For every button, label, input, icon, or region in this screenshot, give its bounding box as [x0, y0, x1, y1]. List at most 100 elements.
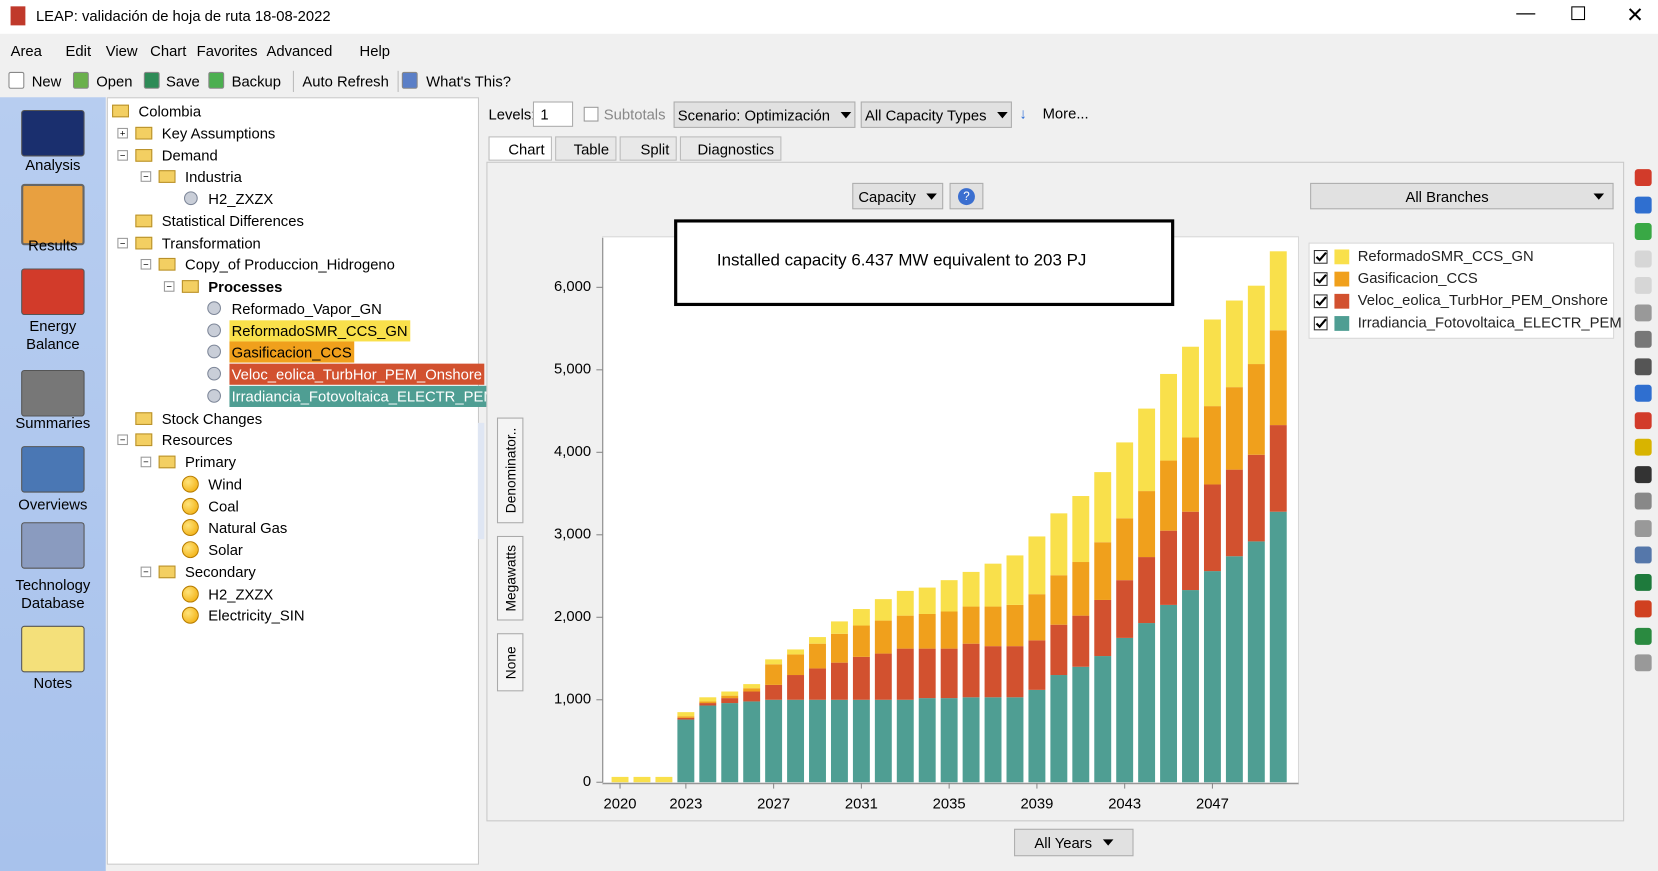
- sidebar-label[interactable]: Technology Database: [15, 576, 91, 612]
- side-tab[interactable]: Denominator..: [496, 417, 524, 524]
- tool-icon[interactable]: [1634, 573, 1652, 591]
- tree-node[interactable]: Processes: [208, 278, 283, 295]
- sidebar-icon[interactable]: [21, 446, 85, 493]
- minimize[interactable]: —: [1516, 2, 1536, 24]
- sidebar-icon[interactable]: [21, 625, 85, 673]
- toolbar-button[interactable]: Open: [96, 72, 133, 90]
- tree-node[interactable]: Electricity_SIN: [208, 607, 305, 624]
- subtotals-checkbox[interactable]: [583, 106, 599, 122]
- tree-node[interactable]: Copy_of Produccion_Hidrogeno: [185, 256, 395, 273]
- expander[interactable]: −: [140, 566, 152, 577]
- tool-icon[interactable]: [1634, 438, 1652, 456]
- tab[interactable]: Table: [555, 136, 617, 161]
- toolbar-button[interactable]: New: [31, 72, 62, 90]
- branches-dropdown[interactable]: All Branches: [1310, 182, 1614, 210]
- expander[interactable]: +: [117, 127, 128, 139]
- tool-icon[interactable]: [1634, 223, 1652, 240]
- tree-node[interactable]: H2_ZXZX: [208, 190, 274, 208]
- sidebar-icon[interactable]: [21, 183, 85, 246]
- tool-icon[interactable]: [1634, 169, 1652, 187]
- menu-item[interactable]: Chart: [150, 42, 187, 60]
- expander[interactable]: −: [117, 237, 128, 248]
- tree-node[interactable]: Irradiancia_Fotovoltaica_ELECTR_PEM: [229, 385, 498, 407]
- scenario-dropdown[interactable]: Scenario: Optimización: [673, 101, 856, 128]
- close[interactable]: ✕: [1626, 4, 1645, 28]
- side-tab[interactable]: None: [496, 633, 524, 692]
- expander[interactable]: −: [140, 259, 152, 270]
- tool-icon[interactable]: [1634, 627, 1652, 645]
- tool-icon[interactable]: [1634, 303, 1652, 321]
- toolbar-button[interactable]: Auto Refresh: [292, 70, 399, 92]
- tree-node[interactable]: Demand: [161, 146, 218, 164]
- tree-node[interactable]: Statistical Differences: [161, 212, 304, 230]
- tool-icon[interactable]: [1634, 357, 1652, 375]
- tool-icon[interactable]: [1634, 411, 1652, 429]
- menu-item[interactable]: Favorites: [196, 42, 258, 60]
- sidebar-label[interactable]: Summaries: [15, 414, 91, 432]
- tree-node[interactable]: Industria: [185, 168, 242, 186]
- splitter[interactable]: [477, 422, 485, 540]
- tool-icon[interactable]: [1634, 250, 1652, 267]
- toolbar-button[interactable]: Save: [166, 72, 200, 90]
- tree-node[interactable]: Solar: [208, 541, 243, 559]
- sidebar-label[interactable]: Overviews: [18, 495, 88, 513]
- tree-node[interactable]: Gasificacion_CCS: [229, 341, 354, 363]
- tree-node[interactable]: Natural Gas: [208, 519, 288, 537]
- expander[interactable]: −: [117, 149, 128, 161]
- tool-icon[interactable]: [1634, 546, 1652, 564]
- menu-item[interactable]: Help: [359, 42, 390, 60]
- sidebar-icon[interactable]: [21, 268, 85, 316]
- menu-item[interactable]: Area: [10, 42, 42, 60]
- tool-icon[interactable]: [1634, 465, 1652, 483]
- sidebar-icon[interactable]: [21, 369, 85, 417]
- tab[interactable]: Chart: [488, 136, 552, 161]
- expander[interactable]: −: [140, 456, 152, 468]
- tree-node[interactable]: Colombia: [138, 102, 202, 120]
- maximize[interactable]: [1571, 6, 1586, 21]
- tree-icon: [181, 519, 199, 537]
- tree-node[interactable]: H2_ZXZX: [208, 585, 274, 603]
- tool-icon[interactable]: [1634, 600, 1652, 618]
- capacity-types-dropdown[interactable]: All Capacity Types: [860, 101, 1012, 128]
- tab[interactable]: Split: [619, 136, 677, 161]
- menu-item[interactable]: Edit: [65, 42, 92, 60]
- tool-icon[interactable]: [1634, 492, 1652, 510]
- tree-node[interactable]: Secondary: [185, 563, 256, 581]
- tree-node[interactable]: Stock Changes: [161, 409, 263, 427]
- tab[interactable]: Diagnostics: [679, 136, 782, 161]
- help-button[interactable]: ?: [949, 182, 984, 210]
- tool-icon[interactable]: [1634, 196, 1652, 214]
- tree-node[interactable]: Resources: [161, 431, 233, 449]
- sidebar-label[interactable]: Notes: [33, 674, 73, 692]
- expander[interactable]: −: [117, 434, 128, 446]
- levels-input[interactable]: 1: [532, 101, 574, 127]
- tree-node[interactable]: Primary: [185, 453, 237, 471]
- menu-item[interactable]: Advanced: [266, 42, 333, 60]
- expander[interactable]: −: [163, 281, 175, 292]
- tree-node[interactable]: ReformadoSMR_CCS_GN: [229, 319, 410, 341]
- tree-node[interactable]: Reformado_Vapor_GN: [231, 299, 382, 317]
- toolbar-button[interactable]: Backup: [231, 72, 281, 90]
- sidebar-label[interactable]: Analysis: [25, 156, 81, 174]
- menu-item[interactable]: View: [105, 42, 138, 60]
- tree-node[interactable]: Key Assumptions: [161, 124, 276, 142]
- expander[interactable]: −: [140, 171, 152, 183]
- tool-icon[interactable]: [1634, 330, 1652, 348]
- tree-node[interactable]: Veloc_eolica_TurbHor_PEM_Onshore: [229, 363, 485, 385]
- tool-icon[interactable]: [1634, 384, 1652, 402]
- tool-icon[interactable]: [1634, 519, 1652, 537]
- tree-node[interactable]: Transformation: [161, 234, 261, 252]
- sidebar-icon[interactable]: [21, 109, 85, 157]
- sidebar-label[interactable]: Energy Balance: [26, 317, 80, 353]
- tree-node[interactable]: Coal: [208, 497, 239, 515]
- years-dropdown[interactable]: All Years: [1014, 828, 1134, 857]
- tool-icon[interactable]: [1634, 654, 1652, 672]
- variable-dropdown[interactable]: Capacity: [852, 182, 944, 210]
- tool-icon[interactable]: [1634, 276, 1652, 294]
- sidebar-icon[interactable]: [21, 522, 85, 569]
- tree-node[interactable]: Wind: [208, 475, 243, 493]
- more-link[interactable]: More...: [1042, 104, 1089, 122]
- toolbar-button[interactable]: What's This?: [426, 72, 511, 90]
- side-tab[interactable]: Megawatts: [496, 535, 524, 621]
- sidebar-label[interactable]: Results: [28, 236, 78, 254]
